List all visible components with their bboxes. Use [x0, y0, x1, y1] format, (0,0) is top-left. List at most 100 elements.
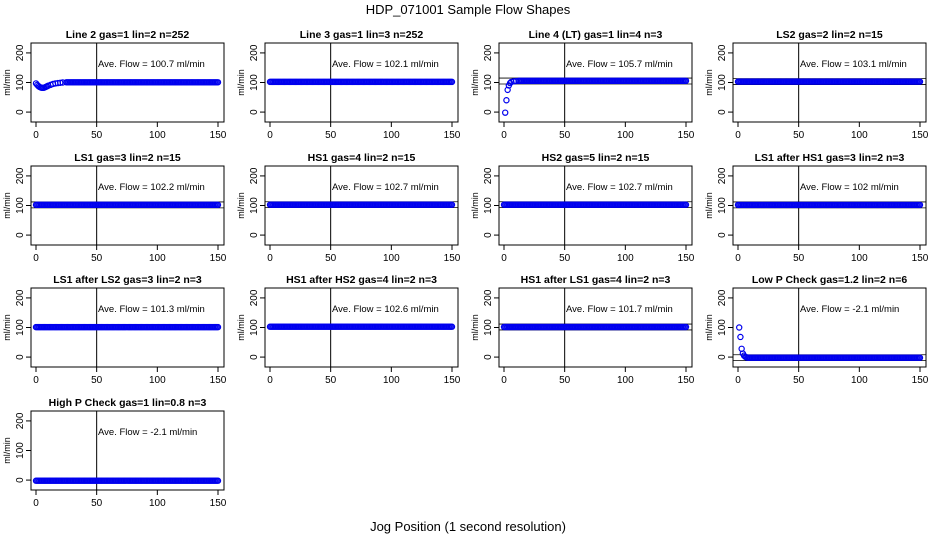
x-tick-label: 0	[501, 253, 507, 264]
x-tick-label: 150	[210, 498, 227, 509]
y-tick-label: 100	[717, 197, 728, 214]
data-point	[57, 79, 64, 86]
y-axis-label: ml/min	[704, 69, 714, 96]
y-tick-label: 200	[249, 289, 260, 306]
x-tick-label: 0	[33, 498, 39, 509]
panel-13: High P Check gas=1 lin=0.8 n=3 0 100 200ml/…	[2, 397, 227, 509]
x-tick-label: 150	[678, 253, 695, 264]
y-tick-label: 100	[249, 319, 260, 336]
panel-8: LS1 after HS1 gas=3 lin=2 n=3 0 100 200ml/m…	[704, 152, 929, 264]
y-axis-label: ml/min	[470, 314, 480, 341]
y-tick-label: 0	[15, 477, 26, 483]
panel-title: High P Check gas=1 lin=0.8 n=3	[49, 397, 207, 409]
x-tick-label: 100	[149, 130, 166, 141]
y-tick-label: 100	[717, 319, 728, 336]
x-tick-label: 100	[851, 253, 868, 264]
x-tick-label: 150	[678, 130, 695, 141]
x-tick-label: 150	[912, 253, 929, 264]
x-axis-label: Jog Position (1 second resolution)	[370, 519, 566, 534]
y-tick-label: 100	[249, 197, 260, 214]
data-point	[736, 324, 743, 331]
y-axis-label: ml/min	[236, 192, 246, 219]
y-axis-label: ml/min	[704, 192, 714, 219]
panel-title: LS2 gas=2 lin=2 n=15	[776, 29, 883, 41]
y-tick-label: 200	[15, 44, 26, 61]
x-tick-label: 150	[444, 375, 461, 386]
data-point	[214, 477, 222, 484]
panel-12: Low P Check gas=1.2 lin=2 n=6 0 100 200ml/m…	[704, 274, 929, 386]
y-tick-label: 200	[483, 289, 494, 306]
y-axis-label: ml/min	[2, 314, 12, 341]
x-tick-label: 50	[325, 253, 337, 264]
average-flow-annotation: Ave. Flow = 100.7 ml/min	[98, 59, 205, 70]
average-flow-annotation: Ave. Flow = 105.7 ml/min	[566, 59, 673, 70]
x-tick-label: 50	[325, 375, 337, 386]
y-tick-label: 200	[249, 167, 260, 184]
data-point	[502, 109, 509, 116]
x-tick-label: 150	[444, 130, 461, 141]
average-flow-annotation: Ave. Flow = -2.1 ml/min	[98, 427, 197, 438]
y-tick-label: 0	[249, 109, 260, 115]
x-tick-label: 50	[91, 375, 103, 386]
average-flow-annotation: Ave. Flow = 101.7 ml/min	[566, 304, 673, 315]
y-tick-label: 200	[249, 44, 260, 61]
y-tick-label: 200	[15, 289, 26, 306]
data-point	[448, 78, 456, 86]
x-tick-label: 50	[559, 130, 571, 141]
y-tick-label: 100	[483, 319, 494, 336]
x-tick-label: 0	[33, 253, 39, 264]
panel-title: Low P Check gas=1.2 lin=2 n=6	[752, 274, 907, 286]
x-tick-label: 100	[851, 130, 868, 141]
average-flow-annotation: Ave. Flow = -2.1 ml/min	[800, 304, 899, 315]
x-tick-label: 0	[735, 375, 741, 386]
data-point	[682, 323, 690, 331]
y-tick-label: 200	[15, 167, 26, 184]
y-tick-label: 200	[15, 412, 26, 429]
y-tick-label: 0	[15, 232, 26, 238]
data-point	[916, 354, 924, 361]
x-tick-label: 0	[33, 130, 39, 141]
x-tick-label: 150	[210, 375, 227, 386]
x-tick-label: 50	[91, 498, 103, 509]
panel-title: Line 2 gas=1 lin=2 n=252	[66, 29, 190, 41]
panel-title: Line 3 gas=1 lin=3 n=252	[300, 29, 424, 41]
x-tick-label: 0	[735, 130, 741, 141]
panel-9: LS1 after LS2 gas=3 lin=2 n=3 0 100 200ml/m…	[2, 274, 227, 386]
y-tick-label: 0	[717, 354, 728, 360]
x-tick-label: 50	[793, 253, 805, 264]
panel-title: HS1 gas=4 lin=2 n=15	[308, 152, 416, 164]
x-tick-label: 50	[793, 375, 805, 386]
x-tick-label: 100	[149, 375, 166, 386]
x-tick-label: 100	[383, 130, 400, 141]
y-axis-label: ml/min	[236, 69, 246, 96]
x-tick-label: 0	[735, 253, 741, 264]
average-flow-annotation: Ave. Flow = 102 ml/min	[800, 182, 899, 193]
y-tick-label: 100	[483, 197, 494, 214]
data-point	[916, 78, 924, 85]
x-tick-label: 100	[617, 130, 634, 141]
x-tick-label: 50	[325, 130, 337, 141]
data-point	[214, 323, 222, 331]
panel-11: HS1 after LS1 gas=4 lin=2 n=3 0 100 200ml/m…	[470, 274, 695, 386]
x-tick-label: 50	[559, 375, 571, 386]
data-point	[448, 201, 456, 208]
y-tick-label: 0	[249, 354, 260, 360]
x-tick-label: 100	[383, 375, 400, 386]
y-tick-label: 0	[15, 109, 26, 115]
y-tick-label: 200	[483, 44, 494, 61]
y-tick-label: 0	[717, 109, 728, 115]
data-point	[214, 79, 222, 86]
average-flow-annotation: Ave. Flow = 102.7 ml/min	[332, 182, 439, 193]
y-tick-label: 0	[483, 232, 494, 238]
x-tick-label: 0	[267, 130, 273, 141]
x-tick-label: 0	[267, 375, 273, 386]
x-tick-label: 150	[912, 130, 929, 141]
x-tick-label: 0	[267, 253, 273, 264]
average-flow-annotation: Ave. Flow = 102.1 ml/min	[332, 59, 439, 70]
x-tick-label: 50	[91, 130, 103, 141]
x-tick-label: 150	[444, 253, 461, 264]
